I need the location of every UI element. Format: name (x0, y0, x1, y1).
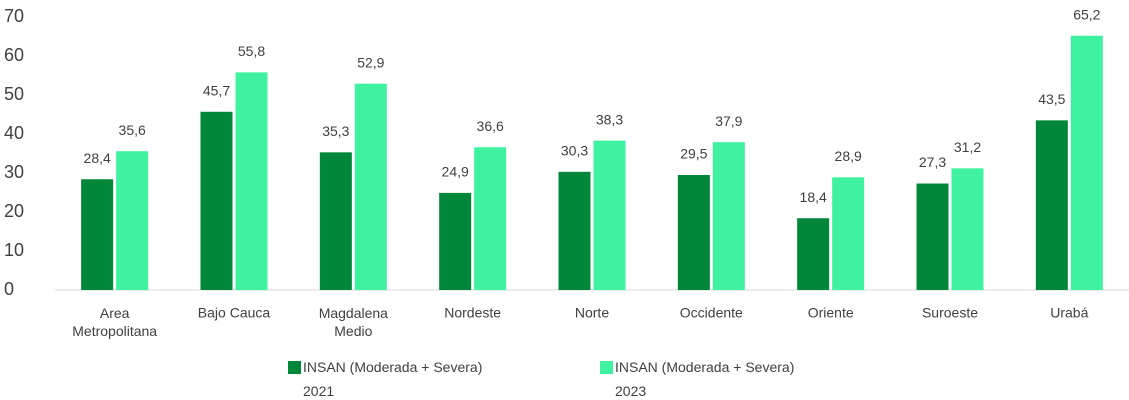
x-tick-label: Oriente (808, 305, 854, 321)
x-tick-label: Nordeste (444, 305, 501, 321)
bar (558, 171, 591, 290)
value-label: 28,4 (84, 150, 111, 166)
value-label: 27,3 (919, 154, 946, 170)
bar (116, 151, 149, 290)
y-tick-label: 10 (4, 240, 24, 260)
x-tick-label: Urabá (1050, 305, 1088, 321)
value-label: 31,2 (954, 139, 981, 155)
bar (1070, 35, 1103, 290)
bar (916, 183, 949, 290)
y-tick-label: 50 (4, 84, 24, 104)
bar (200, 111, 233, 291)
legend-label: INSAN (Moderada + Severa) 2023 (615, 359, 794, 399)
value-label: 36,6 (477, 118, 504, 134)
x-tick-label: Area Metropolitana (72, 305, 157, 339)
bar (235, 72, 268, 290)
bar (712, 142, 745, 290)
bar (439, 192, 472, 290)
y-tick-label: 30 (4, 162, 24, 182)
value-label: 45,7 (203, 82, 230, 98)
value-label: 37,9 (715, 113, 742, 129)
x-tick-label: Bajo Cauca (198, 305, 271, 321)
value-label: 52,9 (357, 54, 384, 70)
x-tick-label: Occidente (680, 305, 743, 321)
bar (797, 218, 830, 290)
bar (951, 168, 984, 290)
value-label: 35,6 (119, 122, 146, 138)
value-label: 29,5 (680, 146, 707, 162)
x-tick-label: Suroeste (922, 305, 978, 321)
value-label: 38,3 (596, 111, 623, 127)
legend-swatch (288, 361, 301, 374)
bar (474, 147, 507, 290)
y-tick-label: 20 (4, 201, 24, 221)
bar (593, 140, 626, 290)
value-label: 28,9 (835, 148, 862, 164)
x-tick-label: Magdalena Medio (319, 305, 388, 339)
y-tick-label: 70 (4, 6, 24, 26)
value-label: 65,2 (1073, 6, 1100, 22)
value-label: 35,3 (322, 123, 349, 139)
y-tick-label: 40 (4, 123, 24, 143)
value-label: 24,9 (442, 164, 469, 180)
bar (832, 177, 865, 290)
legend-label: INSAN (Moderada + Severa) 2021 (303, 359, 482, 399)
bar (1035, 120, 1068, 290)
bar (677, 174, 710, 290)
bar (81, 179, 114, 290)
y-tick-label: 60 (4, 45, 24, 65)
value-label: 43,5 (1038, 91, 1065, 107)
value-label: 55,8 (238, 43, 265, 59)
value-label: 18,4 (800, 189, 827, 205)
y-tick-label: 0 (4, 279, 14, 299)
bar (319, 152, 352, 290)
legend-swatch (600, 361, 613, 374)
x-tick-label: Norte (575, 305, 609, 321)
bar (354, 83, 387, 290)
value-label: 30,3 (561, 143, 588, 159)
